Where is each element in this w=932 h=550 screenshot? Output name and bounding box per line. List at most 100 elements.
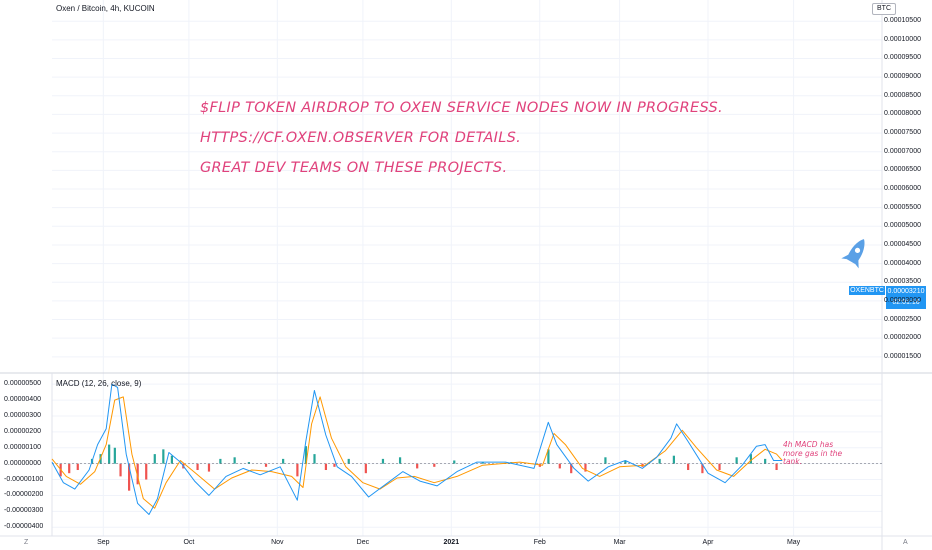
time-axis-tick: Apr (702, 539, 714, 546)
histogram-bar (153, 454, 156, 464)
histogram-bar (570, 463, 573, 474)
histogram-bar (196, 463, 199, 471)
histogram-bar (313, 454, 316, 464)
macd-axis-tick: -0.00000200 (4, 491, 44, 499)
price-axis-tick: 0.00006500 (884, 166, 921, 174)
histogram-bar (624, 460, 627, 464)
histogram-bar (162, 449, 165, 464)
price-axis-tick: 0.00009000 (884, 73, 921, 81)
time-axis-tick: Oct (183, 539, 195, 546)
price-axis-tick: 0.00003000 (884, 296, 921, 304)
histogram-bar (170, 455, 173, 464)
histogram-bar (207, 463, 211, 472)
histogram-bar (264, 463, 268, 467)
macd-axis-tick: 0.00000100 (4, 443, 41, 451)
rocket-icon (841, 239, 865, 269)
histogram-bar (701, 463, 704, 474)
histogram-bar (324, 463, 328, 471)
histogram-bar (304, 446, 308, 464)
grid (52, 0, 882, 536)
signal-line (51, 396, 783, 509)
macd-axis-tick: -0.00000400 (4, 523, 44, 531)
price-axis-tick: 0.00005500 (884, 203, 921, 211)
macd-line (51, 383, 783, 515)
price-axis-tick: 0.00002000 (884, 334, 921, 342)
histogram-bar (219, 458, 222, 464)
price-axis-tick: 0.00009500 (884, 54, 921, 62)
histogram-bar (296, 463, 299, 477)
last-price: 0.00003210 (887, 288, 925, 295)
histogram-bar (128, 463, 131, 491)
histogram-bar (658, 458, 661, 464)
countdown: 02:01:16 (892, 299, 920, 306)
histogram-bar (547, 449, 550, 464)
histogram-bar (398, 457, 402, 464)
price-axis-tick: 0.00010000 (884, 35, 921, 43)
histogram-bar (381, 458, 385, 464)
macd-axis-tick: 0.00000500 (4, 380, 41, 388)
histogram-bar (145, 463, 148, 480)
time-axis-tick: May (786, 539, 801, 546)
price-axis-tick: 0.00007500 (884, 129, 921, 137)
price-axis-tick: 0.00010500 (884, 17, 921, 25)
histogram-bar (136, 463, 139, 485)
histogram-bar (119, 463, 122, 477)
histogram-bar (68, 463, 71, 474)
histogram-bar (347, 458, 350, 464)
symbol-badge: OXENBTC (849, 286, 885, 295)
price-axis-tick: 0.00004000 (884, 259, 921, 267)
time-axis-tick: Dec (356, 539, 370, 546)
histogram-bar (282, 458, 285, 464)
time-axis-tick: Feb (533, 539, 546, 546)
macd-histogram (52, 444, 882, 491)
price-axis-tick: 0.00006000 (884, 185, 921, 192)
time-axis-tick: Nov (271, 539, 284, 546)
price-axis-tick: 0.00007000 (884, 147, 921, 155)
histogram-bar (76, 463, 79, 471)
price-axis-tick: 0.00004500 (884, 240, 921, 248)
macd-axis-tick: 0.00000200 (4, 427, 41, 435)
time-axis-tick: Mar (613, 539, 626, 546)
price-axis-tick: 0.00008000 (884, 110, 921, 118)
macd-axis-tick: -0.00000100 (4, 475, 44, 483)
histogram-bar (481, 462, 484, 464)
price-axis-tick: 0.00005000 (884, 222, 921, 230)
auto-scale-button[interactable]: A (903, 539, 908, 546)
macd-note: 4h MACD has more gas in the tank. (783, 440, 843, 466)
histogram-bar (113, 447, 116, 464)
histogram-bar (718, 463, 721, 471)
histogram-bar (749, 454, 752, 464)
price-axis-tick: 0.00003500 (884, 278, 921, 286)
histogram-bar (108, 444, 111, 464)
time-axis-tick: 2021 (443, 539, 460, 546)
histogram-bar (584, 463, 587, 472)
time-axis-tick: Sep (97, 539, 110, 546)
timezone-button[interactable]: Z (24, 539, 29, 546)
histogram-bar (775, 463, 778, 471)
histogram-bar (364, 463, 367, 474)
histogram-bar (604, 457, 607, 464)
price-axis-tick: 0.00001500 (884, 352, 921, 360)
price-axis-tick: 0.00002500 (884, 315, 921, 323)
histogram-bar (233, 457, 236, 464)
histogram-bar (672, 455, 675, 464)
annotation-line-2: HTTPS://CF.OXEN.OBSERVER FOR DETAILS. (200, 130, 522, 146)
histogram-bar (333, 463, 336, 467)
histogram-bar (735, 457, 738, 464)
histogram-bar (247, 462, 251, 464)
price-axis-tick: 0.00008500 (884, 91, 921, 99)
histogram-bar (416, 463, 419, 469)
macd-title: MACD (12, 26, close, 9) (56, 379, 142, 388)
chart-title: Oxen / Bitcoin, 4h, KUCOIN (56, 4, 155, 13)
macd-axis-tick: -0.00000300 (4, 507, 44, 515)
histogram-bar (433, 463, 436, 467)
currency-button[interactable]: BTC (872, 3, 896, 15)
histogram-bar (453, 460, 456, 464)
macd-axis-tick: 0.00000000 (4, 459, 41, 467)
last-price-badge: 0.00003210 02:01:16 (886, 286, 926, 309)
macd-axis-tick: 0.00000300 (4, 411, 41, 419)
annotation-line-3: GREAT DEV TEAMS ON THESE PROJECTS. (200, 160, 508, 176)
annotation-line-1: $FLIP TOKEN AIRDROP TO OXEN SERVICE NODE… (200, 100, 723, 116)
histogram-bar (687, 463, 690, 471)
